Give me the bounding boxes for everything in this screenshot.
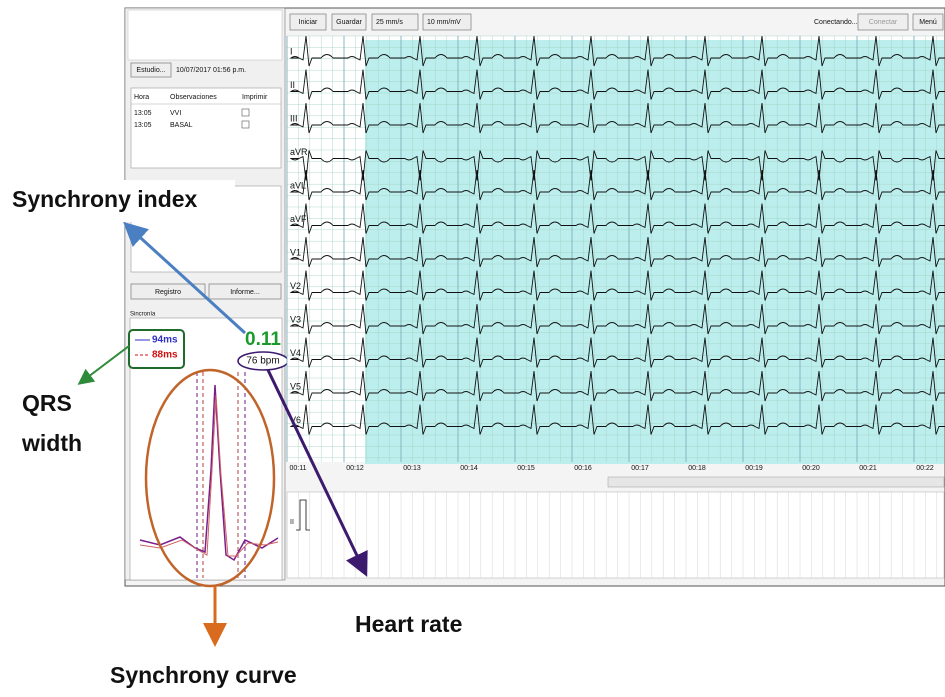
time-label: 00:14 (460, 465, 478, 472)
time-label: 00:13 (403, 465, 421, 472)
time-label: 00:19 (745, 465, 763, 472)
table-cell: 13:05 (134, 122, 152, 129)
arrow (84, 346, 129, 380)
time-label: 00:20 (802, 465, 820, 472)
annotation-synchrony-index: Synchrony index (12, 186, 198, 212)
study-date: 10/07/2017 01:56 p.m. (176, 67, 246, 74)
checkbox[interactable] (242, 121, 249, 128)
time-label: 00:21 (859, 465, 877, 472)
table-header: Imprimir (242, 94, 268, 101)
table-header: Hora (134, 94, 149, 101)
lead-label: aVL (290, 180, 306, 190)
checkbox[interactable] (242, 109, 249, 116)
time-label: 00:17 (631, 465, 649, 472)
heart-rate: 76 bpm (246, 356, 279, 367)
annotation-synchrony-curve: Synchrony curve (110, 662, 297, 688)
lead-label: III (290, 113, 298, 123)
speed-label: 25 mm/s (376, 19, 403, 26)
lead-label: II (290, 80, 295, 90)
synchrony-index: 0.11 (245, 329, 281, 350)
synchrony-label: Sincronía (130, 312, 156, 318)
record-label: Registro (155, 289, 181, 296)
status-label: Conectando... (814, 19, 858, 26)
figure: Iniciar Guardar 25 mm/s 10 mm/mV Conecta… (0, 0, 945, 697)
report-label: Informe... (230, 289, 260, 296)
gain-label: 10 mm/mV (427, 19, 461, 26)
qrs-blue: 94ms (152, 335, 178, 346)
table-cell: VVI (170, 110, 181, 117)
table-header: Observaciones (170, 94, 217, 101)
start-label: Iniciar (299, 19, 318, 26)
save-label: Guardar (336, 19, 362, 26)
time-label: 00:22 (916, 465, 934, 472)
lead-label: aVR (290, 147, 308, 157)
annotation-heart-rate: Heart rate (355, 611, 462, 637)
rhythm-label: II (290, 519, 294, 526)
lead-label: V5 (290, 381, 301, 391)
time-label: 00:18 (688, 465, 706, 472)
time-label: 00:16 (574, 465, 592, 472)
table-cell: 13:05 (134, 110, 152, 117)
time-label: 00:12 (346, 465, 364, 472)
annotation-qrs-width: width (21, 430, 82, 456)
qrs-red: 88ms (152, 350, 178, 361)
lead-label: aVF (290, 214, 307, 224)
lead-label: I (290, 46, 293, 56)
study-label: Estudio... (136, 67, 165, 74)
scrollbar[interactable] (608, 477, 944, 487)
table-cell: BASAL (170, 122, 193, 129)
connect-label: Conectar (869, 19, 898, 26)
menu-label: Menú (919, 19, 937, 26)
lead-label: V3 (290, 314, 301, 324)
time-label: 00:11 (290, 465, 307, 472)
time-label: 00:15 (517, 465, 535, 472)
lead-label: V4 (290, 348, 301, 358)
lead-label: V1 (290, 247, 301, 257)
logo-area (128, 10, 282, 60)
annotation-qrs-width: QRS (22, 390, 72, 416)
lead-label: V2 (290, 281, 301, 291)
